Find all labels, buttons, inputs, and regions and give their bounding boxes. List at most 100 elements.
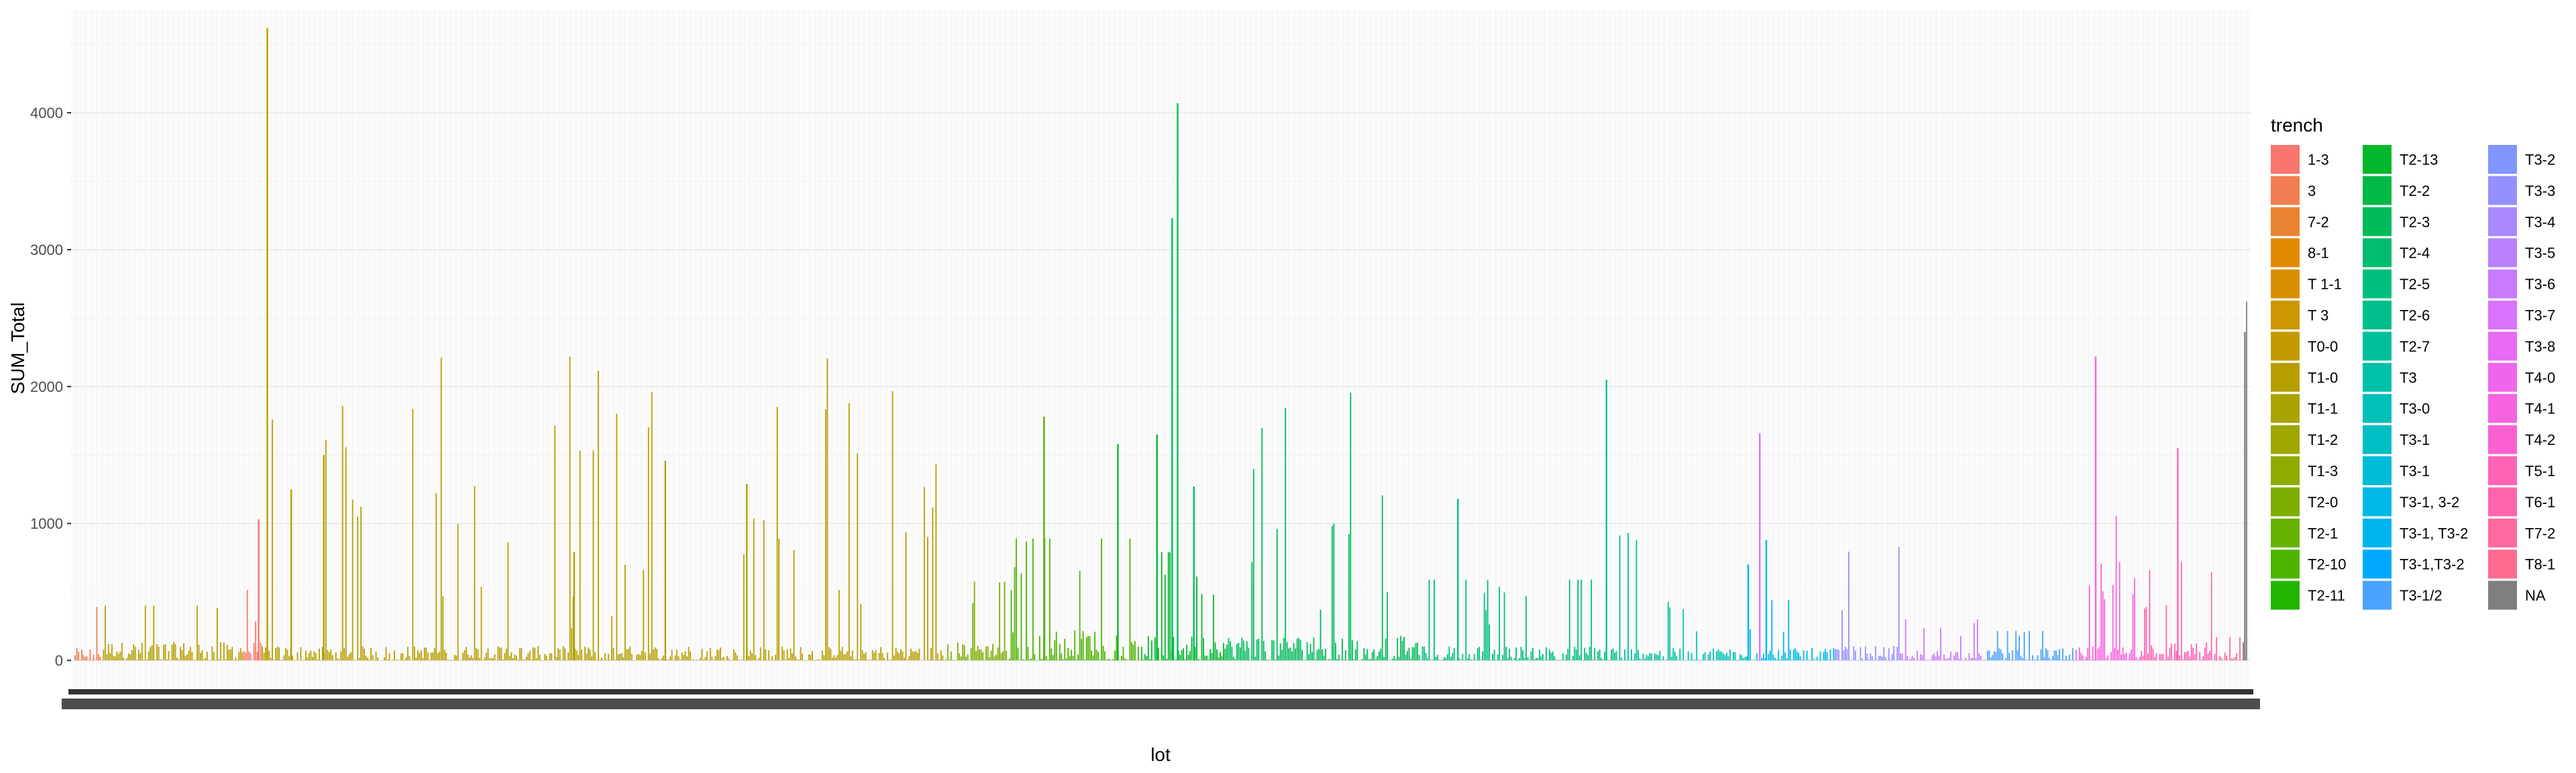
bar <box>1364 654 1366 661</box>
bar <box>1894 660 1896 661</box>
bar <box>1411 647 1413 661</box>
bar <box>1724 655 1726 661</box>
bar <box>940 650 942 661</box>
bar <box>1567 648 1569 661</box>
bar <box>1204 656 1206 661</box>
bar <box>2147 653 2149 661</box>
bar <box>205 658 207 661</box>
bar <box>1536 658 1537 661</box>
bar <box>1116 635 1118 661</box>
bar <box>2155 653 2157 661</box>
bar <box>2072 648 2074 661</box>
bar <box>1762 654 1764 661</box>
bar <box>1091 650 1092 661</box>
legend-title: trench <box>2271 115 2323 136</box>
bar <box>238 652 240 661</box>
bar <box>221 660 223 661</box>
bar <box>975 651 977 661</box>
bar <box>771 656 773 661</box>
bar <box>1729 649 1731 661</box>
bar <box>1704 652 1706 661</box>
bar <box>1975 658 1977 661</box>
bar <box>578 654 579 661</box>
bar <box>1298 637 1299 661</box>
bar <box>330 650 332 661</box>
bar <box>1577 579 1579 661</box>
bar <box>190 647 191 661</box>
bar <box>295 660 297 661</box>
bar <box>1231 646 1233 661</box>
bar <box>1858 660 1860 661</box>
bar <box>833 655 835 661</box>
bar <box>1986 651 1988 661</box>
bar <box>753 518 755 661</box>
bar-peak <box>1747 564 1750 661</box>
bar <box>1647 656 1649 661</box>
bar <box>1129 538 1131 661</box>
bar <box>659 660 661 661</box>
bar <box>930 648 932 661</box>
bar <box>472 658 474 661</box>
bar <box>1102 646 1104 661</box>
legend-swatch <box>2488 580 2517 610</box>
bar <box>2039 660 2040 661</box>
bar <box>1948 658 1950 661</box>
bar <box>1224 648 1226 661</box>
bar <box>1147 636 1149 661</box>
bar-peak <box>1043 417 1045 661</box>
legend-label: T2-3 <box>2400 213 2430 230</box>
bar <box>541 660 543 661</box>
bar <box>176 658 178 661</box>
bar <box>721 658 723 661</box>
bar <box>527 653 529 661</box>
legend-swatch <box>2488 394 2517 423</box>
bar <box>1611 650 1612 661</box>
bar <box>1420 660 1421 661</box>
bar <box>370 648 372 661</box>
bar <box>1950 652 1951 661</box>
bar <box>1112 658 1114 661</box>
bar <box>1079 571 1081 661</box>
bar <box>676 650 678 661</box>
x-tick-labels <box>62 699 2260 709</box>
bar <box>1085 637 1087 661</box>
bar <box>184 656 186 661</box>
bar <box>302 660 303 661</box>
bar <box>1371 652 1373 661</box>
bar <box>1970 658 1972 661</box>
bar <box>549 653 551 661</box>
bar <box>1823 652 1825 661</box>
bar <box>1354 649 1356 661</box>
bar <box>427 652 429 661</box>
bar <box>1037 660 1039 661</box>
bar <box>733 649 735 661</box>
bar <box>969 660 971 661</box>
bar <box>276 646 278 661</box>
bar <box>2085 656 2087 661</box>
bar <box>2110 652 2112 661</box>
bar <box>417 650 419 661</box>
legend-label: T3-5 <box>2525 245 2555 262</box>
legend-swatch <box>2488 238 2517 268</box>
bar <box>2237 660 2239 661</box>
bar <box>1458 658 1460 661</box>
bar <box>2008 653 2010 661</box>
bar <box>183 643 184 661</box>
bar <box>1020 573 1022 661</box>
bar <box>1754 660 1756 661</box>
bar <box>2176 651 2178 661</box>
bar <box>1479 647 1481 661</box>
bar <box>2115 515 2117 661</box>
bar <box>106 654 108 661</box>
bar <box>1686 660 1688 661</box>
bar <box>350 652 352 661</box>
legend-label: T1-1 <box>2308 401 2338 417</box>
bar <box>2042 631 2043 661</box>
bar <box>2199 652 2201 661</box>
bar <box>624 564 626 661</box>
legend-swatch <box>2271 269 2300 299</box>
bar <box>1421 646 1424 661</box>
bar <box>1124 658 1126 661</box>
bar <box>980 650 982 661</box>
bar <box>1799 656 1801 661</box>
